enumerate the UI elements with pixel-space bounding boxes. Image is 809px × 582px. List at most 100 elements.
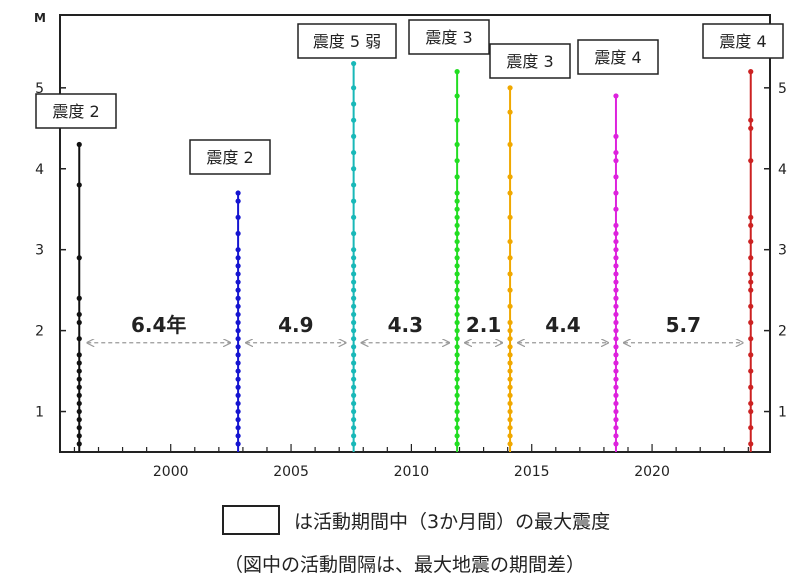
x-tick-label: 2015 (514, 464, 550, 480)
y-tick-label-right: 1 (778, 405, 787, 421)
data-point (748, 287, 754, 293)
data-point (351, 376, 357, 382)
data-point (613, 238, 619, 245)
data-point (76, 433, 82, 439)
data-point (454, 93, 460, 99)
data-point (613, 352, 619, 358)
data-point (351, 425, 357, 431)
data-point (507, 344, 513, 350)
data-point (507, 336, 513, 342)
data-point (748, 255, 754, 261)
data-point (235, 230, 241, 237)
data-point (76, 311, 82, 318)
data-point (351, 441, 357, 447)
y-tick-label-left: 3 (35, 243, 44, 259)
data-point (454, 247, 460, 253)
data-point (76, 425, 82, 431)
data-point (454, 158, 460, 164)
data-point (235, 425, 241, 431)
data-point (507, 328, 513, 334)
data-point (76, 384, 82, 390)
data-point (351, 352, 357, 358)
data-point (454, 206, 460, 212)
y-tick-label-right: 5 (778, 81, 787, 97)
data-point (351, 263, 357, 269)
data-point (235, 376, 241, 382)
data-point (351, 279, 357, 285)
data-point (507, 271, 513, 277)
data-point (748, 222, 754, 229)
data-point (613, 441, 619, 447)
data-point (748, 303, 754, 309)
data-point (748, 400, 754, 407)
data-point (613, 158, 619, 164)
data-point (613, 319, 619, 326)
data-point (748, 336, 754, 342)
data-point (507, 376, 513, 382)
data-point (351, 368, 357, 374)
y-tick-label-left: 5 (35, 81, 44, 97)
data-point (507, 255, 513, 261)
data-point (454, 344, 460, 350)
data-point (507, 408, 513, 415)
data-point (748, 279, 754, 285)
data-point (454, 174, 460, 180)
intensity-box (489, 43, 571, 79)
data-point (454, 271, 460, 277)
data-point (235, 360, 241, 366)
data-point (351, 433, 357, 439)
data-point (76, 400, 82, 407)
data-point (748, 441, 754, 447)
data-point (351, 287, 357, 293)
data-point (748, 384, 754, 390)
y-tick-label-right: 4 (778, 162, 787, 178)
data-point (235, 279, 241, 285)
data-point (454, 287, 460, 293)
data-point (235, 255, 241, 261)
magnitude-time-chart: M 1 1 2 2 3 3 4 4 5 5 2000 2005 2010 2015 2020 6.4年 4.9 4.… (34, 11, 787, 480)
data-point (454, 263, 460, 269)
data-point (454, 368, 460, 374)
data-point (76, 360, 82, 366)
data-point (507, 441, 513, 447)
data-point (351, 400, 357, 407)
data-point (613, 425, 619, 431)
data-point (351, 392, 357, 398)
data-point (507, 352, 513, 358)
data-point (235, 271, 241, 277)
data-point (351, 198, 357, 204)
data-point (235, 295, 241, 301)
data-point (235, 263, 241, 269)
data-point (235, 384, 241, 390)
data-point (613, 311, 619, 318)
interval-label: 4.4 (545, 313, 580, 337)
data-point (235, 319, 241, 326)
data-point (613, 433, 619, 439)
data-point (454, 360, 460, 366)
data-point (235, 408, 241, 415)
data-point (351, 417, 357, 423)
data-point (507, 85, 513, 91)
intensity-label: 震度 2 (52, 102, 99, 121)
data-point (76, 255, 82, 261)
data-point (351, 166, 357, 172)
data-point (351, 303, 357, 309)
data-point (507, 319, 513, 326)
data-point (454, 441, 460, 447)
data-point (507, 417, 513, 423)
y-tick-label-right: 2 (778, 324, 787, 340)
data-point (235, 433, 241, 439)
data-point (76, 319, 82, 326)
intensity-label: 震度 3 (506, 52, 553, 71)
data-point (613, 287, 619, 293)
data-point (351, 336, 357, 342)
intensity-label: 震度 5 弱 (313, 32, 381, 51)
data-point (507, 214, 513, 220)
data-point (613, 376, 619, 382)
data-point (351, 360, 357, 366)
data-point (351, 319, 357, 326)
intensity-box (297, 23, 397, 59)
y-tick-label-left: 4 (35, 162, 44, 178)
data-point (613, 368, 619, 374)
x-tick-label: 2010 (394, 464, 430, 480)
